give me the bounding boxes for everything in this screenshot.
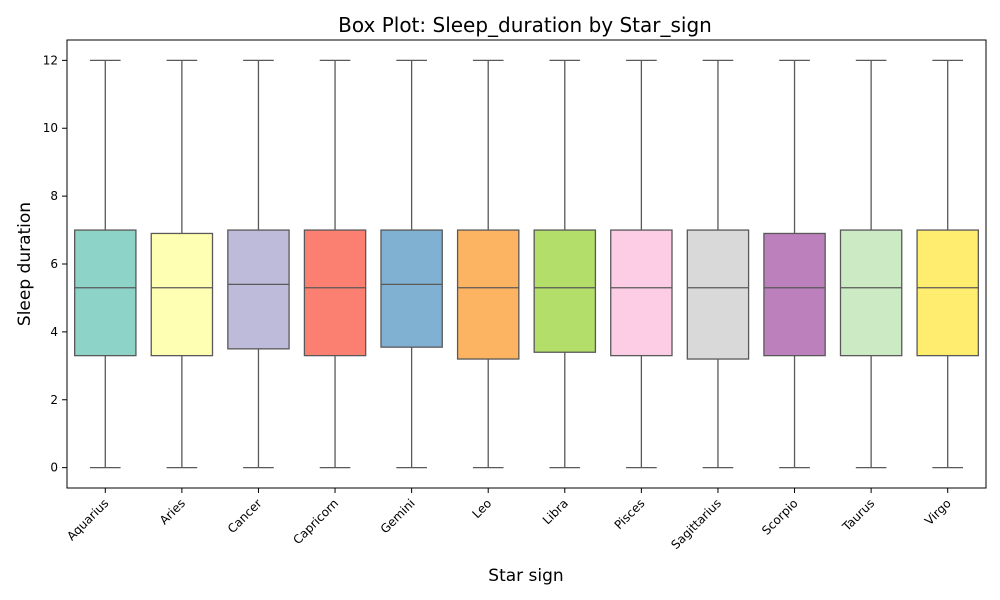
iqr-box: [916, 229, 979, 357]
box-libra: [533, 59, 597, 469]
iqr-box: [686, 229, 750, 360]
x-tick-label: Aries: [157, 496, 188, 527]
box-gemini: [380, 59, 443, 469]
box-scorpio: [763, 59, 826, 469]
x-tick-label: Cancer: [225, 496, 265, 536]
x-tick-label: Capricorn: [290, 496, 341, 547]
box-cancer: [227, 59, 290, 469]
x-tick-label: Sagittarius: [668, 496, 724, 552]
box-pisces: [610, 59, 673, 469]
y-axis: 0 2 4 6 8 10 12: [43, 53, 67, 475]
iqr-box: [303, 229, 367, 357]
box-aries: [150, 59, 214, 469]
x-tick-label: Taurus: [839, 496, 877, 534]
box-taurus: [839, 59, 903, 469]
box-leo: [456, 59, 520, 469]
iqr-box: [763, 232, 826, 357]
y-tick-label: 10: [43, 121, 58, 135]
box-virgo: [916, 59, 979, 469]
x-axis-title: Star sign: [488, 566, 563, 586]
y-tick-label: 8: [50, 189, 58, 203]
y-tick-label: 2: [50, 393, 58, 407]
iqr-box: [227, 229, 290, 350]
y-tick-label: 12: [43, 53, 58, 67]
iqr-box: [610, 229, 673, 357]
box-aquarius: [74, 59, 137, 469]
x-axis: Aquarius Aries Cancer Capricorn Gemini Leo Lib…: [64, 488, 954, 552]
iqr-box: [74, 229, 137, 357]
box-sagittarius: [686, 59, 750, 469]
box-capricorn: [303, 59, 367, 469]
x-tick-label: Libra: [540, 496, 571, 527]
x-tick-label: Virgo: [922, 496, 954, 528]
x-tick-label: Pisces: [612, 496, 648, 532]
x-tick-label: Gemini: [378, 496, 418, 536]
x-tick-label: Aquarius: [64, 496, 111, 543]
boxes-layer: [74, 59, 979, 469]
y-axis-title: Sleep duration: [15, 202, 35, 326]
iqr-box: [150, 232, 214, 357]
y-tick-label: 6: [50, 257, 58, 271]
x-tick-label: Leo: [469, 496, 494, 521]
iqr-box: [380, 229, 443, 348]
iqr-box: [533, 229, 597, 353]
y-tick-label: 4: [50, 325, 58, 339]
chart-title: Box Plot: Sleep_duration by Star_sign: [338, 13, 712, 37]
iqr-box: [456, 229, 520, 360]
x-tick-label: Scorpio: [759, 496, 801, 538]
y-tick-label: 0: [50, 461, 58, 475]
iqr-box: [839, 229, 903, 357]
